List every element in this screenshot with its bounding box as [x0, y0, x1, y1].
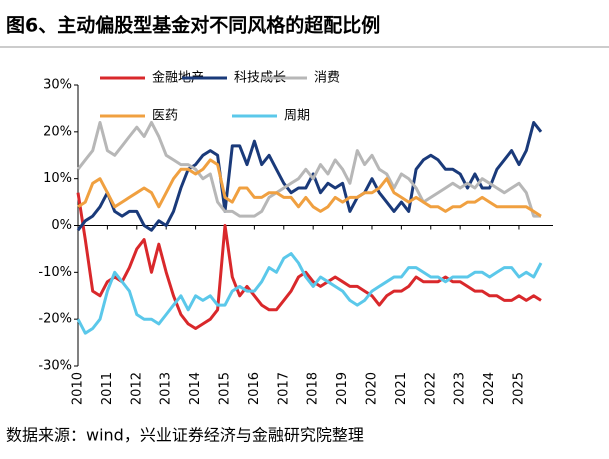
x-tick-label: 2023 — [453, 372, 468, 405]
legend-label: 医药 — [152, 109, 178, 124]
x-tick-label: 2019 — [335, 372, 350, 405]
x-tick-label: 2025 — [511, 372, 526, 405]
y-tick-label: -20% — [38, 312, 72, 327]
x-tick-label: 2015 — [217, 372, 232, 405]
x-tick-label: 2010 — [71, 372, 86, 405]
series-line — [76, 121, 543, 232]
source-note: 数据来源：wind，兴业证券经济与金融研究院整理 — [6, 426, 364, 445]
series-line — [76, 252, 543, 335]
series-line — [77, 158, 542, 218]
y-tick-label: 30% — [43, 78, 72, 93]
x-tick-label: 2020 — [364, 372, 379, 405]
x-tick-label: 2012 — [129, 372, 144, 405]
x-tick-label: 2021 — [394, 372, 409, 405]
legend-label: 周期 — [284, 109, 310, 124]
y-tick-label: 0% — [51, 218, 72, 233]
y-tick-label: -30% — [38, 359, 72, 374]
x-tick-label: 2017 — [276, 372, 291, 405]
y-tick-label: 20% — [43, 124, 72, 139]
x-tick-label: 2014 — [188, 372, 203, 405]
chart-title: 图6、主动偏股型基金对不同风格的超配比例 — [6, 14, 380, 37]
series-line — [76, 192, 542, 330]
x-tick-label: 2018 — [306, 372, 321, 405]
x-tick-label: 2022 — [423, 372, 438, 405]
x-tick-label: 2024 — [482, 372, 497, 405]
legend-label: 科技成长 — [234, 71, 286, 86]
x-tick-label: 2011 — [100, 372, 115, 405]
legend-label: 消费 — [314, 71, 340, 86]
series-line — [76, 121, 541, 218]
legend-label: 金融地产 — [152, 70, 204, 86]
x-tick-label: 2016 — [247, 372, 262, 405]
y-tick-label: 10% — [43, 171, 72, 186]
y-tick-label: -10% — [38, 265, 72, 280]
x-tick-label: 2013 — [159, 372, 174, 405]
